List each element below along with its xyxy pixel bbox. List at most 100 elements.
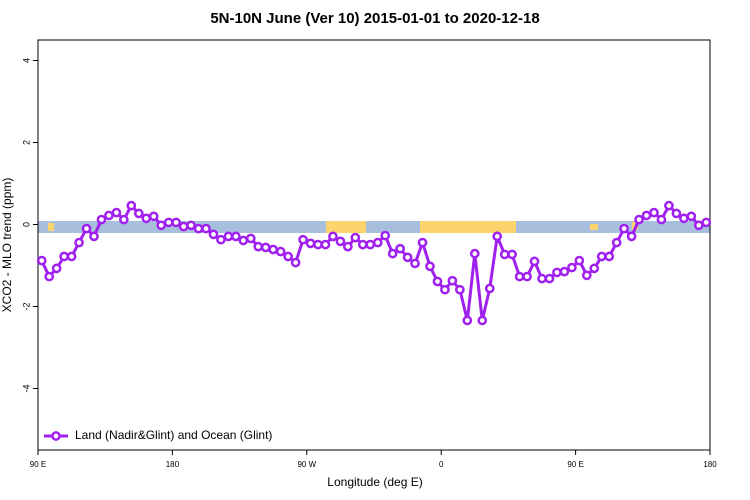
data-point	[223, 231, 234, 242]
data-point	[350, 232, 361, 243]
data-point	[216, 234, 226, 245]
data-point	[96, 214, 107, 225]
plot-frame	[37, 39, 711, 451]
data-point	[693, 220, 704, 231]
data-point	[89, 231, 99, 242]
data-point	[626, 231, 637, 242]
x-axis-label: Longitude (deg E)	[327, 475, 422, 489]
data-point	[611, 237, 622, 248]
data-point	[156, 220, 167, 231]
data-point	[679, 213, 689, 224]
data-point	[641, 210, 652, 221]
data-point	[328, 231, 338, 242]
data-point	[74, 237, 84, 248]
data-point	[574, 255, 585, 266]
data-point	[469, 248, 480, 259]
data-point	[186, 220, 196, 231]
data-point	[171, 217, 181, 228]
data-point	[492, 231, 503, 242]
y-tick-label: 4	[21, 58, 31, 63]
y-axis-label: XCO2 - MLO trend (ppm)	[0, 178, 14, 313]
data-point	[298, 234, 308, 245]
data-point	[81, 223, 92, 234]
data-point	[507, 249, 517, 260]
y-tick-label: -2	[21, 302, 31, 310]
data-point	[604, 251, 615, 262]
data-point	[559, 266, 570, 277]
data-point	[59, 251, 69, 262]
data-point	[178, 221, 189, 232]
data-point	[447, 275, 458, 286]
data-point	[701, 217, 712, 228]
data-point	[245, 233, 256, 244]
data-point	[649, 207, 659, 218]
y-tick-label: -4	[21, 384, 31, 392]
data-point	[44, 271, 55, 282]
data-point	[66, 251, 77, 262]
data-point	[335, 236, 346, 247]
data-point	[417, 237, 428, 248]
data-point	[305, 238, 316, 249]
data-point	[395, 243, 405, 254]
data-point	[656, 214, 667, 225]
data-point	[567, 262, 577, 273]
data-point	[238, 235, 249, 246]
data-point	[514, 271, 525, 282]
data-point	[619, 223, 629, 234]
data-point	[634, 214, 644, 225]
data-point	[268, 244, 279, 255]
data-point	[36, 255, 47, 266]
x-tick-label: 90 E	[30, 460, 46, 469]
data-point	[253, 241, 264, 252]
data-point	[432, 276, 443, 287]
data-point	[193, 223, 204, 234]
data-point	[380, 230, 391, 241]
data-point	[664, 200, 674, 211]
data-point	[201, 223, 211, 234]
data-point	[126, 200, 137, 211]
data-point	[477, 315, 488, 326]
data-point	[343, 241, 353, 252]
x-tick-label: 90 E	[567, 460, 583, 469]
data-point	[522, 271, 532, 282]
data-point	[163, 217, 174, 228]
data-point	[425, 261, 435, 272]
data-point	[552, 267, 562, 278]
y-tick-label: 0	[21, 222, 31, 227]
legend-marker	[51, 431, 61, 441]
data-point	[484, 283, 495, 294]
data-point	[275, 246, 286, 257]
x-tick-label: 90 W	[297, 460, 316, 469]
land-ocean-strip	[38, 221, 710, 233]
legend-label: Land (Nadir&Glint) and Ocean (Glint)	[75, 428, 272, 442]
data-point	[208, 229, 219, 240]
data-point	[290, 257, 301, 268]
data-point	[148, 211, 159, 222]
data-point	[440, 284, 450, 295]
data-point	[462, 315, 473, 326]
data-point	[686, 211, 697, 222]
chart-title: 5N-10N June (Ver 10) 2015-01-01 to 2020-…	[210, 10, 539, 27]
data-point	[365, 239, 376, 250]
x-tick-label: 0	[439, 460, 444, 469]
data-point	[119, 214, 129, 225]
data-point	[529, 256, 540, 267]
data-point	[133, 208, 144, 219]
data-point	[320, 239, 331, 250]
data-point	[141, 213, 152, 224]
data-point	[104, 210, 114, 221]
data-point	[589, 263, 600, 274]
y-tick-label: 2	[21, 140, 31, 145]
data-point	[387, 248, 398, 259]
data-point	[596, 251, 607, 262]
data-point	[499, 249, 510, 260]
x-tick-label: 180	[166, 460, 180, 469]
data-point	[671, 208, 682, 219]
data-point	[111, 207, 122, 218]
data-point	[231, 231, 241, 242]
data-point	[455, 284, 465, 295]
data-point	[537, 273, 547, 284]
x-tick-label: 180	[703, 460, 717, 469]
data-point	[372, 237, 383, 248]
